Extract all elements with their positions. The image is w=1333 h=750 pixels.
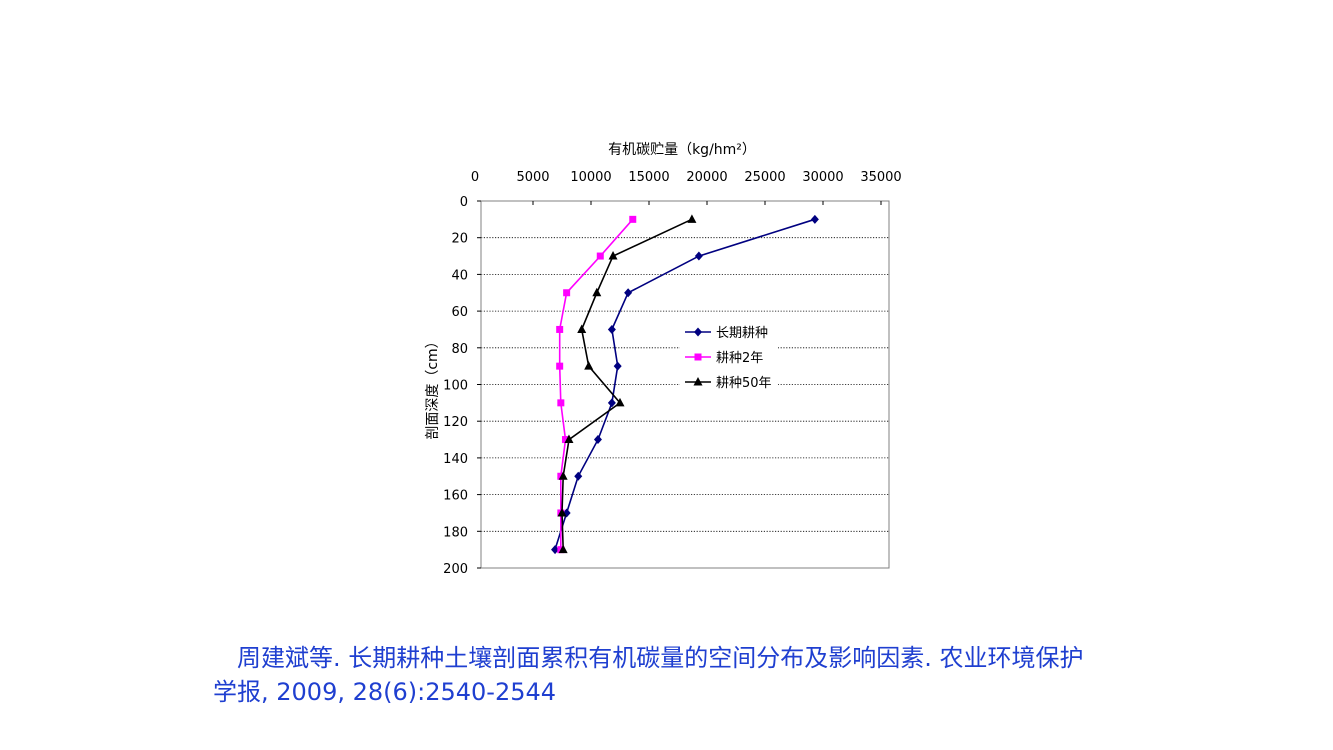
x-axis-ticks: 0 5000 10000 15000 20000 25000 30000 35000 bbox=[471, 170, 902, 205]
legend-marker-2 bbox=[693, 377, 703, 386]
series-markers bbox=[551, 214, 819, 555]
x-tick-label-2: 10000 bbox=[570, 170, 611, 185]
y-tick-label-0: 0 bbox=[460, 195, 468, 210]
data-point-0-4 bbox=[613, 361, 622, 371]
data-point-1-4 bbox=[556, 362, 564, 370]
data-point-0-1 bbox=[694, 251, 703, 261]
series-line-2 bbox=[561, 218, 693, 550]
data-point-2-4 bbox=[584, 361, 594, 370]
data-point-1-3 bbox=[556, 325, 564, 333]
data-point-0-2 bbox=[624, 288, 633, 298]
y-tick-label-5: 100 bbox=[443, 379, 468, 394]
data-point-2-9 bbox=[558, 544, 568, 554]
x-tick-label-1: 5000 bbox=[516, 170, 549, 185]
x-tick-label-0: 0 bbox=[471, 170, 479, 185]
legend-label-1: 耕种2年 bbox=[716, 350, 763, 366]
y-tick-label-9: 180 bbox=[443, 525, 468, 540]
data-point-2-5 bbox=[615, 397, 625, 407]
data-point-0-3 bbox=[607, 324, 616, 334]
legend-label-0: 长期耕种 bbox=[716, 325, 768, 341]
x-tick-label-6: 30000 bbox=[802, 170, 843, 185]
gridlines bbox=[481, 237, 889, 532]
data-point-2-3 bbox=[577, 324, 587, 333]
data-point-0-9 bbox=[551, 545, 560, 555]
x-axis-title: 有机碳贮量（kg/hm²） bbox=[608, 142, 756, 158]
legend-marker-1 bbox=[694, 353, 702, 361]
data-point-1-0 bbox=[629, 215, 637, 223]
data-point-2-8 bbox=[557, 507, 567, 517]
data-point-0-6 bbox=[593, 435, 602, 445]
y-tick-label-1: 20 bbox=[451, 232, 468, 247]
data-point-2-7 bbox=[558, 471, 568, 480]
series-lines bbox=[554, 218, 816, 550]
data-point-1-2 bbox=[563, 289, 571, 297]
x-tick-label-5: 25000 bbox=[744, 170, 785, 185]
legend-label-2: 耕种50年 bbox=[716, 375, 772, 391]
data-point-0-5 bbox=[607, 398, 616, 408]
x-tick-label-4: 20000 bbox=[686, 170, 727, 185]
data-point-1-5 bbox=[557, 399, 565, 407]
y-tick-label-2: 40 bbox=[451, 268, 468, 283]
legend-marker-0 bbox=[694, 327, 702, 337]
citation-text: 周建斌等. 长期耕种土壤剖面累积有机碳量的空间分布及影响因素. 农业环境保护学报… bbox=[213, 644, 1084, 706]
y-tick-label-4: 80 bbox=[451, 342, 468, 357]
data-point-0-7 bbox=[574, 471, 583, 481]
data-point-2-0 bbox=[687, 214, 697, 223]
y-tick-label-10: 200 bbox=[443, 562, 468, 577]
data-point-0-0 bbox=[810, 214, 819, 224]
y-tick-label-3: 60 bbox=[451, 305, 468, 320]
y-tick-label-6: 120 bbox=[443, 415, 468, 430]
y-axis-title: 剖面深度（cm） bbox=[425, 334, 441, 439]
x-tick-label-7: 35000 bbox=[860, 170, 901, 185]
data-point-2-1 bbox=[608, 251, 618, 260]
series-line-0 bbox=[554, 218, 816, 550]
data-point-2-2 bbox=[592, 287, 602, 297]
y-tick-label-8: 160 bbox=[443, 489, 468, 504]
data-point-2-6 bbox=[564, 434, 574, 444]
series-line-1 bbox=[558, 218, 634, 550]
x-tick-label-3: 15000 bbox=[628, 170, 669, 185]
y-tick-label-7: 140 bbox=[443, 452, 468, 467]
data-point-1-1 bbox=[596, 252, 604, 260]
y-axis-ticks: 0 20 40 60 80 100 120 140 160 180 200 bbox=[443, 195, 481, 577]
